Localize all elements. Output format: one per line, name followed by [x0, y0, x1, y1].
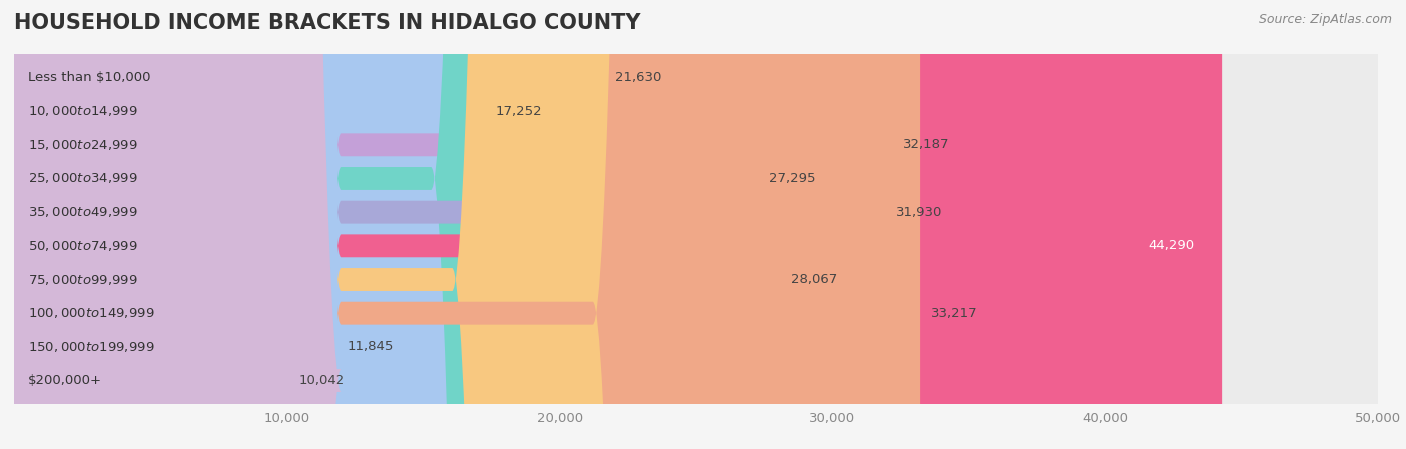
- FancyBboxPatch shape: [14, 0, 1378, 449]
- FancyBboxPatch shape: [14, 0, 1378, 449]
- Text: 33,217: 33,217: [931, 307, 977, 320]
- FancyBboxPatch shape: [14, 0, 920, 449]
- Text: Less than $10,000: Less than $10,000: [28, 71, 150, 84]
- Text: Source: ZipAtlas.com: Source: ZipAtlas.com: [1258, 13, 1392, 26]
- FancyBboxPatch shape: [14, 0, 605, 449]
- Text: $150,000 to $199,999: $150,000 to $199,999: [28, 340, 155, 354]
- FancyBboxPatch shape: [14, 0, 485, 449]
- FancyBboxPatch shape: [14, 0, 1378, 449]
- FancyBboxPatch shape: [14, 0, 891, 449]
- FancyBboxPatch shape: [14, 0, 1378, 449]
- FancyBboxPatch shape: [0, 0, 342, 449]
- Text: 44,290: 44,290: [1149, 239, 1195, 252]
- FancyBboxPatch shape: [14, 0, 1222, 449]
- Text: $200,000+: $200,000+: [28, 374, 101, 387]
- FancyBboxPatch shape: [10, 0, 342, 449]
- Text: $100,000 to $149,999: $100,000 to $149,999: [28, 306, 155, 320]
- Text: HOUSEHOLD INCOME BRACKETS IN HIDALGO COUNTY: HOUSEHOLD INCOME BRACKETS IN HIDALGO COU…: [14, 13, 641, 34]
- FancyBboxPatch shape: [14, 0, 1378, 449]
- Text: 28,067: 28,067: [790, 273, 837, 286]
- FancyBboxPatch shape: [14, 0, 759, 449]
- FancyBboxPatch shape: [14, 0, 884, 449]
- Text: $25,000 to $34,999: $25,000 to $34,999: [28, 172, 138, 185]
- Text: 11,845: 11,845: [349, 340, 395, 353]
- Text: $35,000 to $49,999: $35,000 to $49,999: [28, 205, 138, 219]
- Text: 32,187: 32,187: [903, 138, 949, 151]
- Text: 17,252: 17,252: [495, 105, 543, 118]
- Text: 31,930: 31,930: [896, 206, 942, 219]
- FancyBboxPatch shape: [14, 0, 1378, 449]
- Text: 21,630: 21,630: [614, 71, 661, 84]
- FancyBboxPatch shape: [14, 0, 1378, 449]
- Text: $75,000 to $99,999: $75,000 to $99,999: [28, 273, 138, 286]
- Text: 27,295: 27,295: [769, 172, 815, 185]
- FancyBboxPatch shape: [14, 0, 1378, 449]
- FancyBboxPatch shape: [14, 0, 779, 449]
- Text: 10,042: 10,042: [299, 374, 344, 387]
- Text: $15,000 to $24,999: $15,000 to $24,999: [28, 138, 138, 152]
- Text: $10,000 to $14,999: $10,000 to $14,999: [28, 104, 138, 118]
- FancyBboxPatch shape: [14, 0, 1378, 449]
- FancyBboxPatch shape: [14, 0, 1378, 449]
- Text: $50,000 to $74,999: $50,000 to $74,999: [28, 239, 138, 253]
